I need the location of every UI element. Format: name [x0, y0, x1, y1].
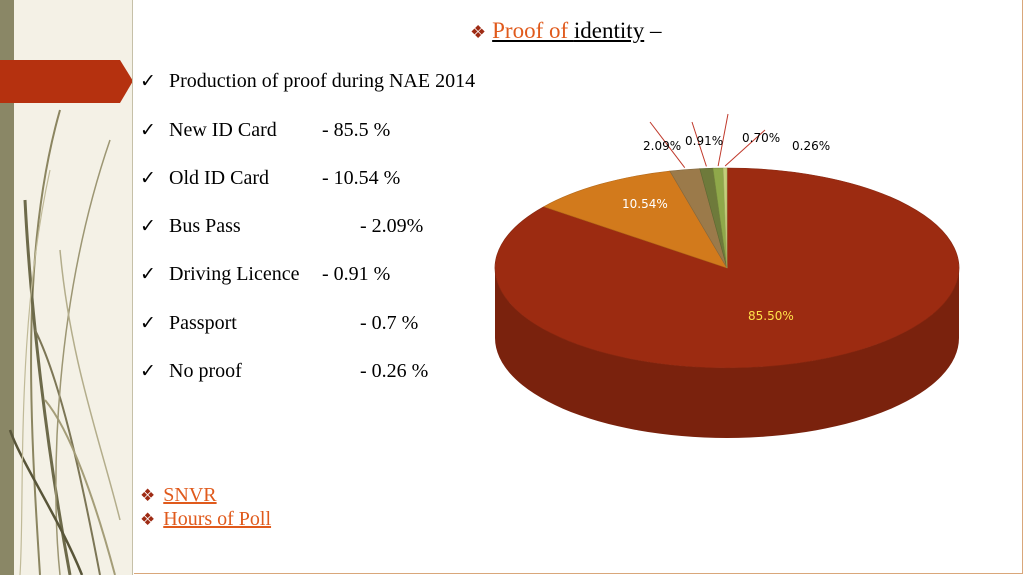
check-icon: ✓: [140, 168, 156, 189]
item-label: No proof: [169, 360, 242, 382]
item-value: - 0.91 %: [322, 263, 391, 285]
pie-data-label: 2.09%: [643, 139, 681, 153]
list-item: ✓ New ID Card - 85.5 %: [0, 119, 500, 145]
pie-side-wall: [495, 268, 959, 438]
title-link-prefix[interactable]: Proof of: [492, 18, 574, 43]
list-item: ✓ No proof - 0.26 %: [0, 360, 500, 386]
item-value: - 10.54 %: [322, 167, 401, 189]
pie-data-label: 0.26%: [792, 139, 830, 153]
list-item: ✓ Passport - 0.7 %: [0, 312, 500, 338]
pie-leader-line: [649, 121, 686, 168]
diamond-bullet-icon: ❖: [140, 486, 156, 505]
nav-link-row: ❖ SNVR: [140, 484, 217, 507]
sidebar-divider: [132, 0, 133, 575]
item-value: - 0.7 %: [360, 312, 419, 334]
hours-of-poll-link[interactable]: Hours of Poll: [163, 508, 272, 530]
item-label: Passport: [169, 312, 237, 334]
pie-top: [494, 167, 960, 369]
snvr-link[interactable]: SNVR: [163, 484, 217, 506]
nav-link-row: ❖ Hours of Poll: [140, 508, 271, 531]
check-icon: ✓: [140, 313, 156, 334]
pie-data-label: 85.50%: [748, 309, 794, 323]
pie-slice: [542, 170, 728, 269]
check-icon: ✓: [140, 120, 156, 141]
pie-leader-line: [717, 113, 729, 167]
list-item: ✓ Old ID Card - 10.54 %: [0, 167, 500, 193]
content-frame: [134, 0, 1023, 574]
pie-data-label: 0.70%: [742, 131, 780, 145]
slide-title: ❖ Proof of identity –: [470, 18, 661, 44]
diamond-bullet-icon: ❖: [140, 510, 156, 529]
item-label: Bus Pass: [169, 215, 241, 237]
pie-chart: 85.50% 10.54% 2.09% 0.91% 0.70% 0.26%: [494, 113, 960, 438]
list-item: ✓ Bus Pass - 2.09%: [0, 215, 500, 241]
check-icon: ✓: [140, 71, 156, 92]
intro-text: Production of proof during NAE 2014: [169, 70, 476, 92]
pie-leaders: [649, 113, 766, 168]
item-value: - 0.26 %: [360, 360, 429, 382]
title-suffix: –: [644, 18, 662, 43]
pie-data-label: 10.54%: [622, 197, 668, 211]
item-value: - 85.5 %: [322, 119, 391, 141]
sidebar-decoration: [0, 0, 133, 575]
check-icon: ✓: [140, 264, 156, 285]
sidebar-ribbon: [0, 60, 133, 103]
pie-side: [495, 268, 959, 438]
pie-leader-line: [724, 129, 766, 167]
item-value: - 2.09%: [360, 215, 424, 237]
intro-row: ✓ Production of proof during NAE 2014: [0, 70, 600, 96]
decorative-stems: [8, 109, 121, 575]
item-label: Driving Licence: [169, 263, 300, 285]
check-icon: ✓: [140, 361, 156, 382]
pie-labels: 85.50% 10.54% 2.09% 0.91% 0.70% 0.26%: [622, 131, 830, 323]
pie-leader-line: [691, 121, 707, 167]
pie-data-label: 0.91%: [685, 134, 723, 148]
pie-slice: [722, 167, 728, 269]
list-item: ✓ Driving Licence - 0.91 %: [0, 263, 500, 289]
title-link-word[interactable]: identity: [573, 18, 645, 43]
item-label: Old ID Card: [169, 167, 269, 189]
item-label: New ID Card: [169, 119, 277, 141]
check-icon: ✓: [140, 216, 156, 237]
diamond-bullet-icon: ❖: [470, 22, 487, 42]
